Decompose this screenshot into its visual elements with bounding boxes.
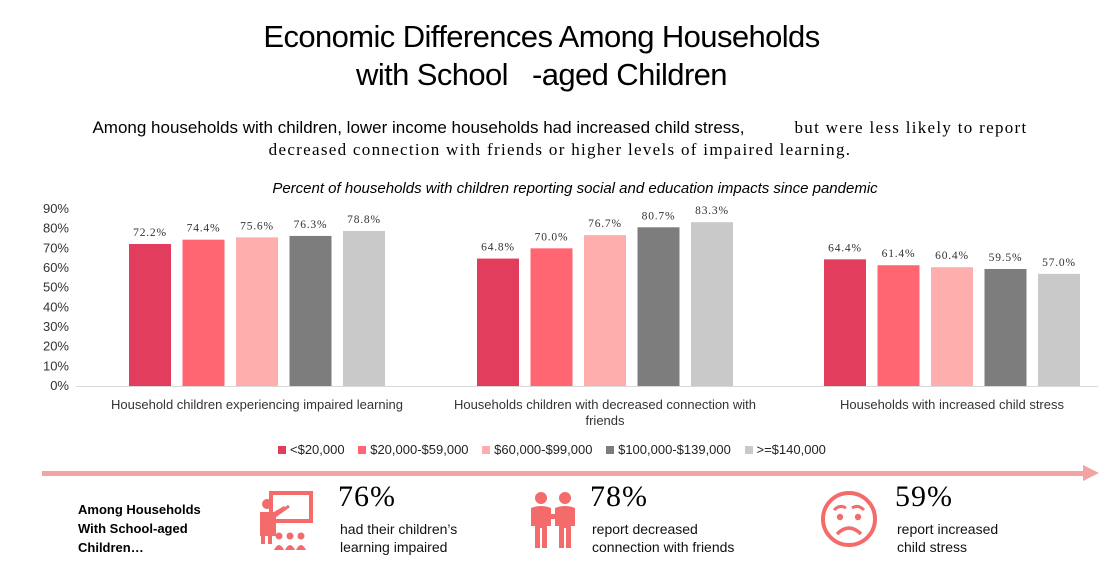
chart-title: Percent of households with children repo… [272, 180, 878, 197]
stat-text: report increased [897, 521, 999, 537]
data-label: 75.6% [240, 220, 274, 232]
data-label: 76.7% [588, 218, 622, 230]
y-tick-label: 80% [43, 221, 69, 236]
bar [931, 267, 973, 386]
bar [129, 244, 171, 386]
stat-percent: 59% [895, 480, 953, 513]
stat-text: connection with friends [592, 539, 735, 555]
stat-text: child stress [897, 539, 968, 555]
summary-heading-line: Children… [78, 540, 144, 555]
legend-label: $60,000-$99,000 [494, 442, 593, 457]
data-label: 64.8% [481, 242, 515, 254]
summary-heading-line: With School-aged [78, 521, 188, 536]
stat-learning-text: had their children’s learning impaired [340, 520, 457, 556]
bar [289, 235, 332, 386]
title-line-1: Economic Differences Among Households [263, 19, 820, 54]
x-category-label: Household children experiencing impaired… [111, 397, 403, 412]
data-label: 64.4% [828, 242, 862, 254]
summary-heading: Among Households With School-aged Childr… [78, 500, 201, 557]
data-label: 74.4% [187, 223, 221, 235]
legend-label: $20,000-$59,000 [370, 442, 469, 457]
legend-label: >=$140,000 [756, 442, 826, 457]
legend-item: >=$140,000 [744, 442, 826, 457]
stat-stress: 59% [895, 480, 953, 514]
stat-learning: 76% [338, 480, 396, 514]
bar [584, 235, 626, 386]
data-label: 80.7% [642, 210, 676, 222]
subtitle-line-1: Among households with children, lower in… [0, 118, 1120, 138]
x-category-label: friends [585, 413, 625, 428]
data-label: 72.2% [133, 227, 167, 239]
data-label: 61.4% [882, 248, 916, 260]
legend-swatch [744, 445, 753, 454]
stressed-face-icon [821, 491, 877, 547]
data-label: 60.4% [935, 250, 969, 262]
legend-item: $100,000-$139,000 [606, 442, 731, 457]
stat-text: report decreased [592, 521, 698, 537]
y-tick-label: 0% [50, 378, 69, 393]
stat-stress-text: report increased child stress [897, 520, 998, 556]
friends-icon [531, 492, 575, 548]
summary-heading-line: Among Households [78, 502, 201, 517]
bar [236, 237, 278, 386]
bar [877, 265, 920, 386]
page-title: Economic Differences Among Households wi… [0, 18, 1083, 94]
stat-percent: 76% [338, 480, 396, 513]
data-label: 57.0% [1042, 257, 1076, 269]
legend-swatch [606, 445, 615, 454]
stat-friends-text: report decreased connection with friends [592, 520, 734, 556]
legend-swatch [358, 445, 367, 454]
legend-swatch [482, 445, 491, 454]
title-line-2: with School -aged Children [356, 57, 728, 92]
stat-friends: 78% [590, 480, 648, 514]
data-label: 76.3% [294, 219, 328, 231]
subtitle-line-2: decreased connection with friends or hig… [268, 140, 852, 159]
stat-text: learning impaired [340, 539, 448, 555]
y-tick-label: 60% [43, 260, 69, 275]
x-category-label: Households with increased child stress [840, 397, 1064, 412]
teacher-icon [260, 491, 313, 550]
y-tick-label: 70% [43, 240, 69, 255]
legend-label: $100,000-$139,000 [618, 442, 731, 457]
y-tick-label: 40% [43, 299, 69, 314]
bar [637, 227, 680, 386]
legend-label: <$20,000 [290, 442, 345, 457]
subtitle-part-2: but were less likely to report [794, 118, 1028, 137]
arrow-right-icon [1083, 465, 1099, 481]
bar [984, 268, 1027, 386]
stat-percent: 78% [590, 480, 648, 513]
legend-item: $20,000-$59,000 [358, 442, 469, 457]
legend-item: $60,000-$99,000 [482, 442, 592, 457]
y-tick-label: 10% [43, 358, 69, 373]
y-tick-label: 20% [43, 339, 69, 354]
stat-text: had their children’s [340, 521, 458, 537]
bar [477, 258, 519, 386]
data-label: 59.5% [989, 252, 1023, 264]
data-label: 78.8% [347, 214, 381, 226]
y-tick-label: 30% [43, 319, 69, 334]
bar [182, 239, 225, 386]
chart-legend: <$20,000 $20,000-$59,000 $60,000-$99,000… [278, 442, 836, 457]
legend-item: <$20,000 [278, 442, 345, 457]
legend-swatch [278, 445, 286, 454]
bar-chart: 0% 10% 20% 30% 40% 50% 60% 70% 80% 90% 72.2% 74.4% 7… [43, 201, 1098, 428]
bar [691, 222, 733, 386]
bar [824, 259, 866, 386]
bar [1038, 273, 1080, 386]
bar [343, 231, 385, 386]
y-tick-label: 50% [43, 280, 69, 295]
x-category-label: Households children with decreased conne… [454, 397, 756, 412]
data-label: 70.0% [535, 231, 569, 243]
bar [530, 248, 573, 386]
subtitle-part-1: Among households with children, lower in… [92, 118, 745, 137]
timeline-arrow-line [42, 471, 1087, 476]
y-tick-label: 90% [43, 201, 69, 216]
data-label: 83.3% [695, 205, 729, 217]
